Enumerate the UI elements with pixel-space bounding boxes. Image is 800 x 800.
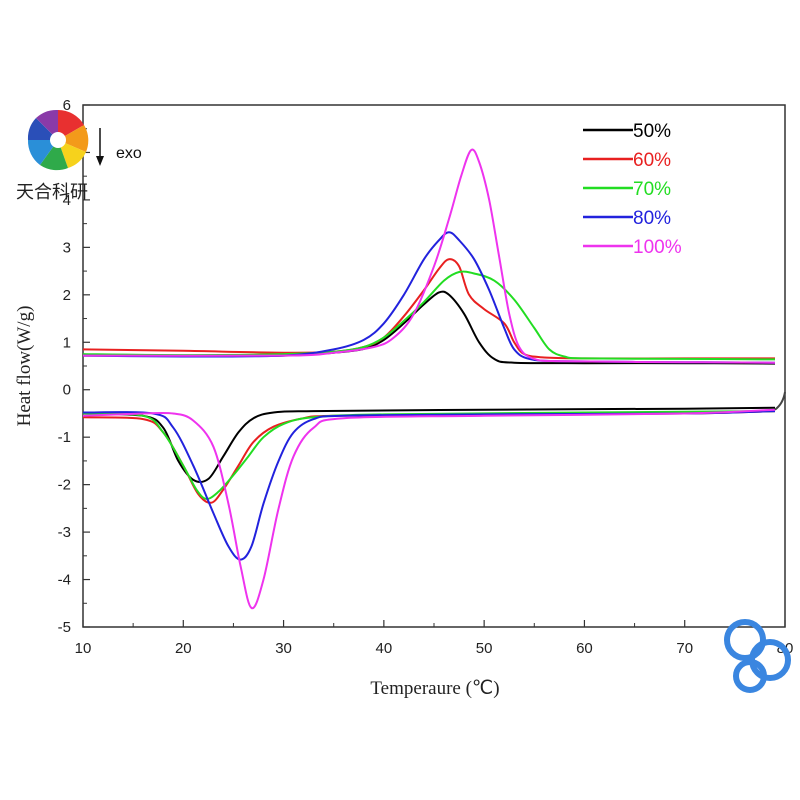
legend-label-60pct: 60% xyxy=(633,150,671,171)
x-tick-label: 50 xyxy=(476,640,493,657)
y-tick-label: 1 xyxy=(63,334,71,351)
watermark-text: 天合科研 xyxy=(16,182,88,203)
y-tick-label: 4 xyxy=(63,192,71,209)
x-tick-label: 40 xyxy=(376,640,393,657)
series-70pct-cooling-line xyxy=(82,410,776,500)
y-tick-label: -3 xyxy=(58,524,71,541)
series-100pct-heating-line xyxy=(82,148,776,364)
legend-label-70pct: 70% xyxy=(633,179,671,200)
y-tick-label: -4 xyxy=(58,572,71,589)
x-tick-label: 70 xyxy=(676,640,693,657)
x-tick-label: 60 xyxy=(576,640,593,657)
y-tick-label: 3 xyxy=(63,239,71,256)
x-tick-label: 30 xyxy=(275,640,292,657)
x-axis-title: Temperaure (℃) xyxy=(370,678,499,699)
y-tick-label: -5 xyxy=(58,619,71,636)
watermark-logo: 天合科研 xyxy=(16,109,89,203)
y-axis-title: Heat flow(W/g) xyxy=(14,306,35,427)
legend-label-50pct: 50% xyxy=(633,121,671,142)
series-80pct-cooling-line xyxy=(82,410,776,561)
x-tick-label: 20 xyxy=(175,640,192,657)
exo-annotation: exo xyxy=(96,128,142,166)
y-tick-label: 0 xyxy=(63,382,71,399)
series-layer xyxy=(82,148,786,610)
corner-logo xyxy=(724,619,791,693)
exo-label: exo xyxy=(116,145,142,162)
y-tick-label: -1 xyxy=(58,429,71,446)
series-60pct-cooling-line xyxy=(82,410,776,504)
right-edge-stroke xyxy=(774,391,786,411)
legend-label-100pct: 100% xyxy=(633,237,682,258)
series-50pct-heating-line xyxy=(83,290,776,365)
series-100pct-cooling-line xyxy=(82,408,776,610)
y-tick-label: 2 xyxy=(63,287,71,304)
x-tick-label: 10 xyxy=(75,640,92,657)
plot-frame xyxy=(82,104,786,628)
series-60pct-heating-line xyxy=(82,258,775,360)
legend-label-80pct: 80% xyxy=(633,208,671,229)
y-tick-label: 6 xyxy=(63,97,71,114)
y-tick-label: -2 xyxy=(58,477,71,494)
legend: 50% 60% 70% 80% 100% xyxy=(583,121,682,258)
